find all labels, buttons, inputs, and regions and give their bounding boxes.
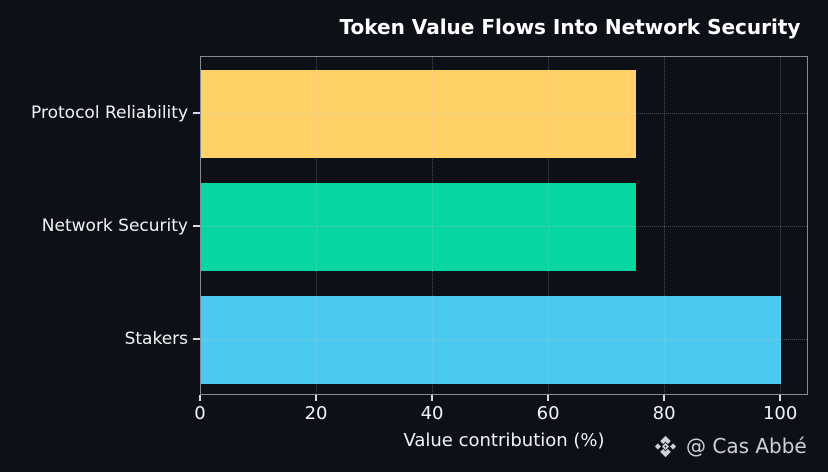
- y-category-label: Protocol Reliability: [31, 102, 188, 123]
- y-axis-tick: [193, 111, 200, 114]
- y-axis-tick: [193, 337, 200, 340]
- x-tick-label: 20: [304, 403, 328, 424]
- y-axis-tick: [193, 224, 200, 227]
- bar-stakers: [201, 295, 782, 384]
- gridline-vertical: [548, 57, 550, 394]
- gridline-horizontal: [201, 338, 807, 340]
- bar-protocol-reliability: [201, 69, 637, 158]
- x-axis-tick: [315, 395, 318, 401]
- gridline-horizontal: [201, 112, 807, 114]
- x-axis-tick: [663, 395, 666, 401]
- watermark: @ Cas Abbé: [652, 431, 807, 461]
- x-tick-label: 80: [652, 403, 676, 424]
- gridline-vertical: [316, 57, 318, 394]
- bar-network-security: [201, 182, 637, 271]
- gridline-vertical: [664, 57, 666, 394]
- x-tick-label: 0: [194, 403, 206, 424]
- x-tick-label: 40: [420, 403, 444, 424]
- watermark-text: @ Cas Abbé: [686, 434, 807, 458]
- x-axis-tick: [199, 395, 201, 401]
- x-axis-label: Value contribution (%): [403, 430, 605, 451]
- x-axis-tick: [431, 395, 434, 401]
- gridline-vertical: [780, 57, 782, 394]
- chart-title: Token Value Flows Into Network Security: [339, 15, 801, 39]
- y-category-label: Network Security: [41, 215, 188, 236]
- x-tick-label: 60: [536, 403, 560, 424]
- plot-area: [200, 56, 808, 395]
- y-category-label: Stakers: [124, 328, 188, 349]
- x-axis-tick: [547, 395, 550, 401]
- gridline-horizontal: [201, 225, 807, 227]
- gridline-vertical: [432, 57, 434, 394]
- x-axis-tick: [779, 395, 782, 401]
- binance-logo-icon: [654, 435, 677, 457]
- x-tick-label: 100: [762, 403, 798, 424]
